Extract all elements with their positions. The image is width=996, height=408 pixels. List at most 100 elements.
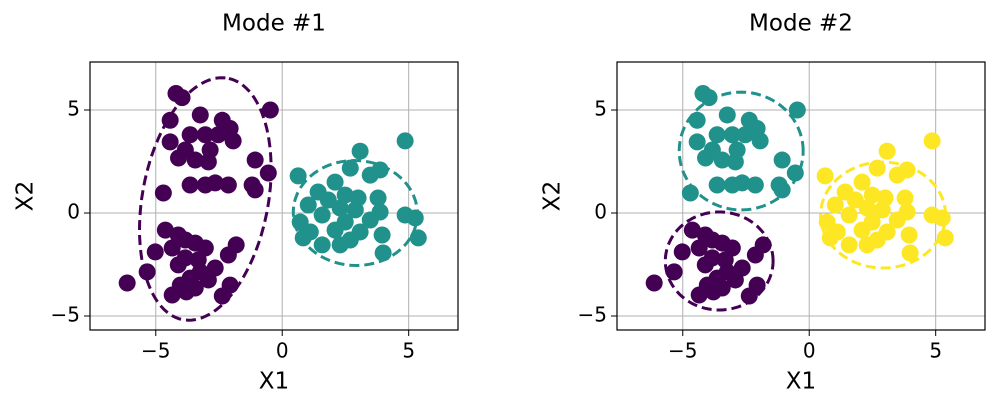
y-tick-label: −5 <box>51 302 80 326</box>
point <box>259 164 277 182</box>
y-tick-label: −5 <box>578 302 607 326</box>
y-tick-label: 5 <box>67 96 80 120</box>
point <box>319 191 337 209</box>
point <box>209 126 227 144</box>
point <box>246 181 264 199</box>
point <box>858 236 876 254</box>
point <box>773 151 791 169</box>
point <box>406 209 424 227</box>
point <box>173 89 191 107</box>
point <box>713 151 731 169</box>
point <box>726 153 744 171</box>
point <box>665 263 683 281</box>
point <box>261 101 279 119</box>
point <box>199 271 217 289</box>
ellipse <box>663 210 775 312</box>
point <box>673 243 691 261</box>
point <box>816 167 834 185</box>
point <box>186 151 204 169</box>
point <box>373 226 391 244</box>
point <box>213 287 231 305</box>
point <box>146 243 164 261</box>
point <box>888 211 906 229</box>
point <box>169 256 187 274</box>
point <box>878 142 896 160</box>
point <box>156 221 174 239</box>
point <box>196 126 214 144</box>
y-axis-label: X2 <box>13 181 39 211</box>
point <box>161 133 179 151</box>
point <box>181 126 199 144</box>
ellipse <box>819 160 947 270</box>
point <box>177 283 195 301</box>
point <box>736 126 754 144</box>
point <box>361 211 379 229</box>
point <box>191 106 209 124</box>
point <box>726 271 744 289</box>
point <box>708 176 726 194</box>
point <box>331 199 349 217</box>
axes-frame <box>89 61 459 331</box>
point <box>219 246 237 264</box>
point <box>163 286 181 304</box>
point <box>331 236 349 254</box>
y-tick-label: 5 <box>594 96 607 120</box>
x-tick-label: 5 <box>929 339 942 363</box>
point <box>723 126 741 144</box>
point <box>840 206 858 224</box>
point <box>873 201 891 219</box>
point <box>933 209 951 227</box>
point <box>696 256 714 274</box>
point <box>163 239 181 257</box>
point <box>396 132 414 150</box>
point <box>900 226 918 244</box>
ellipse <box>291 158 419 268</box>
x-tick-label: −5 <box>668 339 697 363</box>
point <box>170 149 188 167</box>
point <box>868 159 886 177</box>
point <box>788 101 806 119</box>
point <box>299 196 317 214</box>
point <box>294 229 312 247</box>
point <box>199 153 217 171</box>
point <box>326 173 344 191</box>
point <box>138 263 156 281</box>
point <box>901 244 919 262</box>
point <box>700 89 718 107</box>
point <box>336 186 354 204</box>
point <box>853 221 871 239</box>
chart-title: Mode #1 <box>222 11 326 37</box>
point <box>733 174 751 192</box>
point <box>697 149 715 167</box>
axes-frame <box>616 61 986 331</box>
y-axis-label: X2 <box>540 181 566 211</box>
point <box>224 132 242 150</box>
x-tick-label: −5 <box>141 339 170 363</box>
point <box>936 229 954 247</box>
point <box>154 184 172 202</box>
point <box>326 221 344 239</box>
ellipse <box>677 90 805 212</box>
point <box>863 186 881 204</box>
point <box>313 236 331 254</box>
point <box>313 206 331 224</box>
ellipse <box>137 76 273 322</box>
point <box>704 283 722 301</box>
point <box>351 142 369 160</box>
point <box>246 151 264 169</box>
point <box>923 132 941 150</box>
x-tick-label: 0 <box>276 339 289 363</box>
point <box>688 133 706 151</box>
point <box>853 173 871 191</box>
x-axis-label: X1 <box>259 369 289 395</box>
point <box>718 106 736 124</box>
point <box>708 126 726 144</box>
point <box>746 176 764 194</box>
point <box>369 189 387 207</box>
y-tick-label: 0 <box>67 199 80 223</box>
x-axis-label: X1 <box>786 369 816 395</box>
point <box>683 221 701 239</box>
point <box>840 236 858 254</box>
